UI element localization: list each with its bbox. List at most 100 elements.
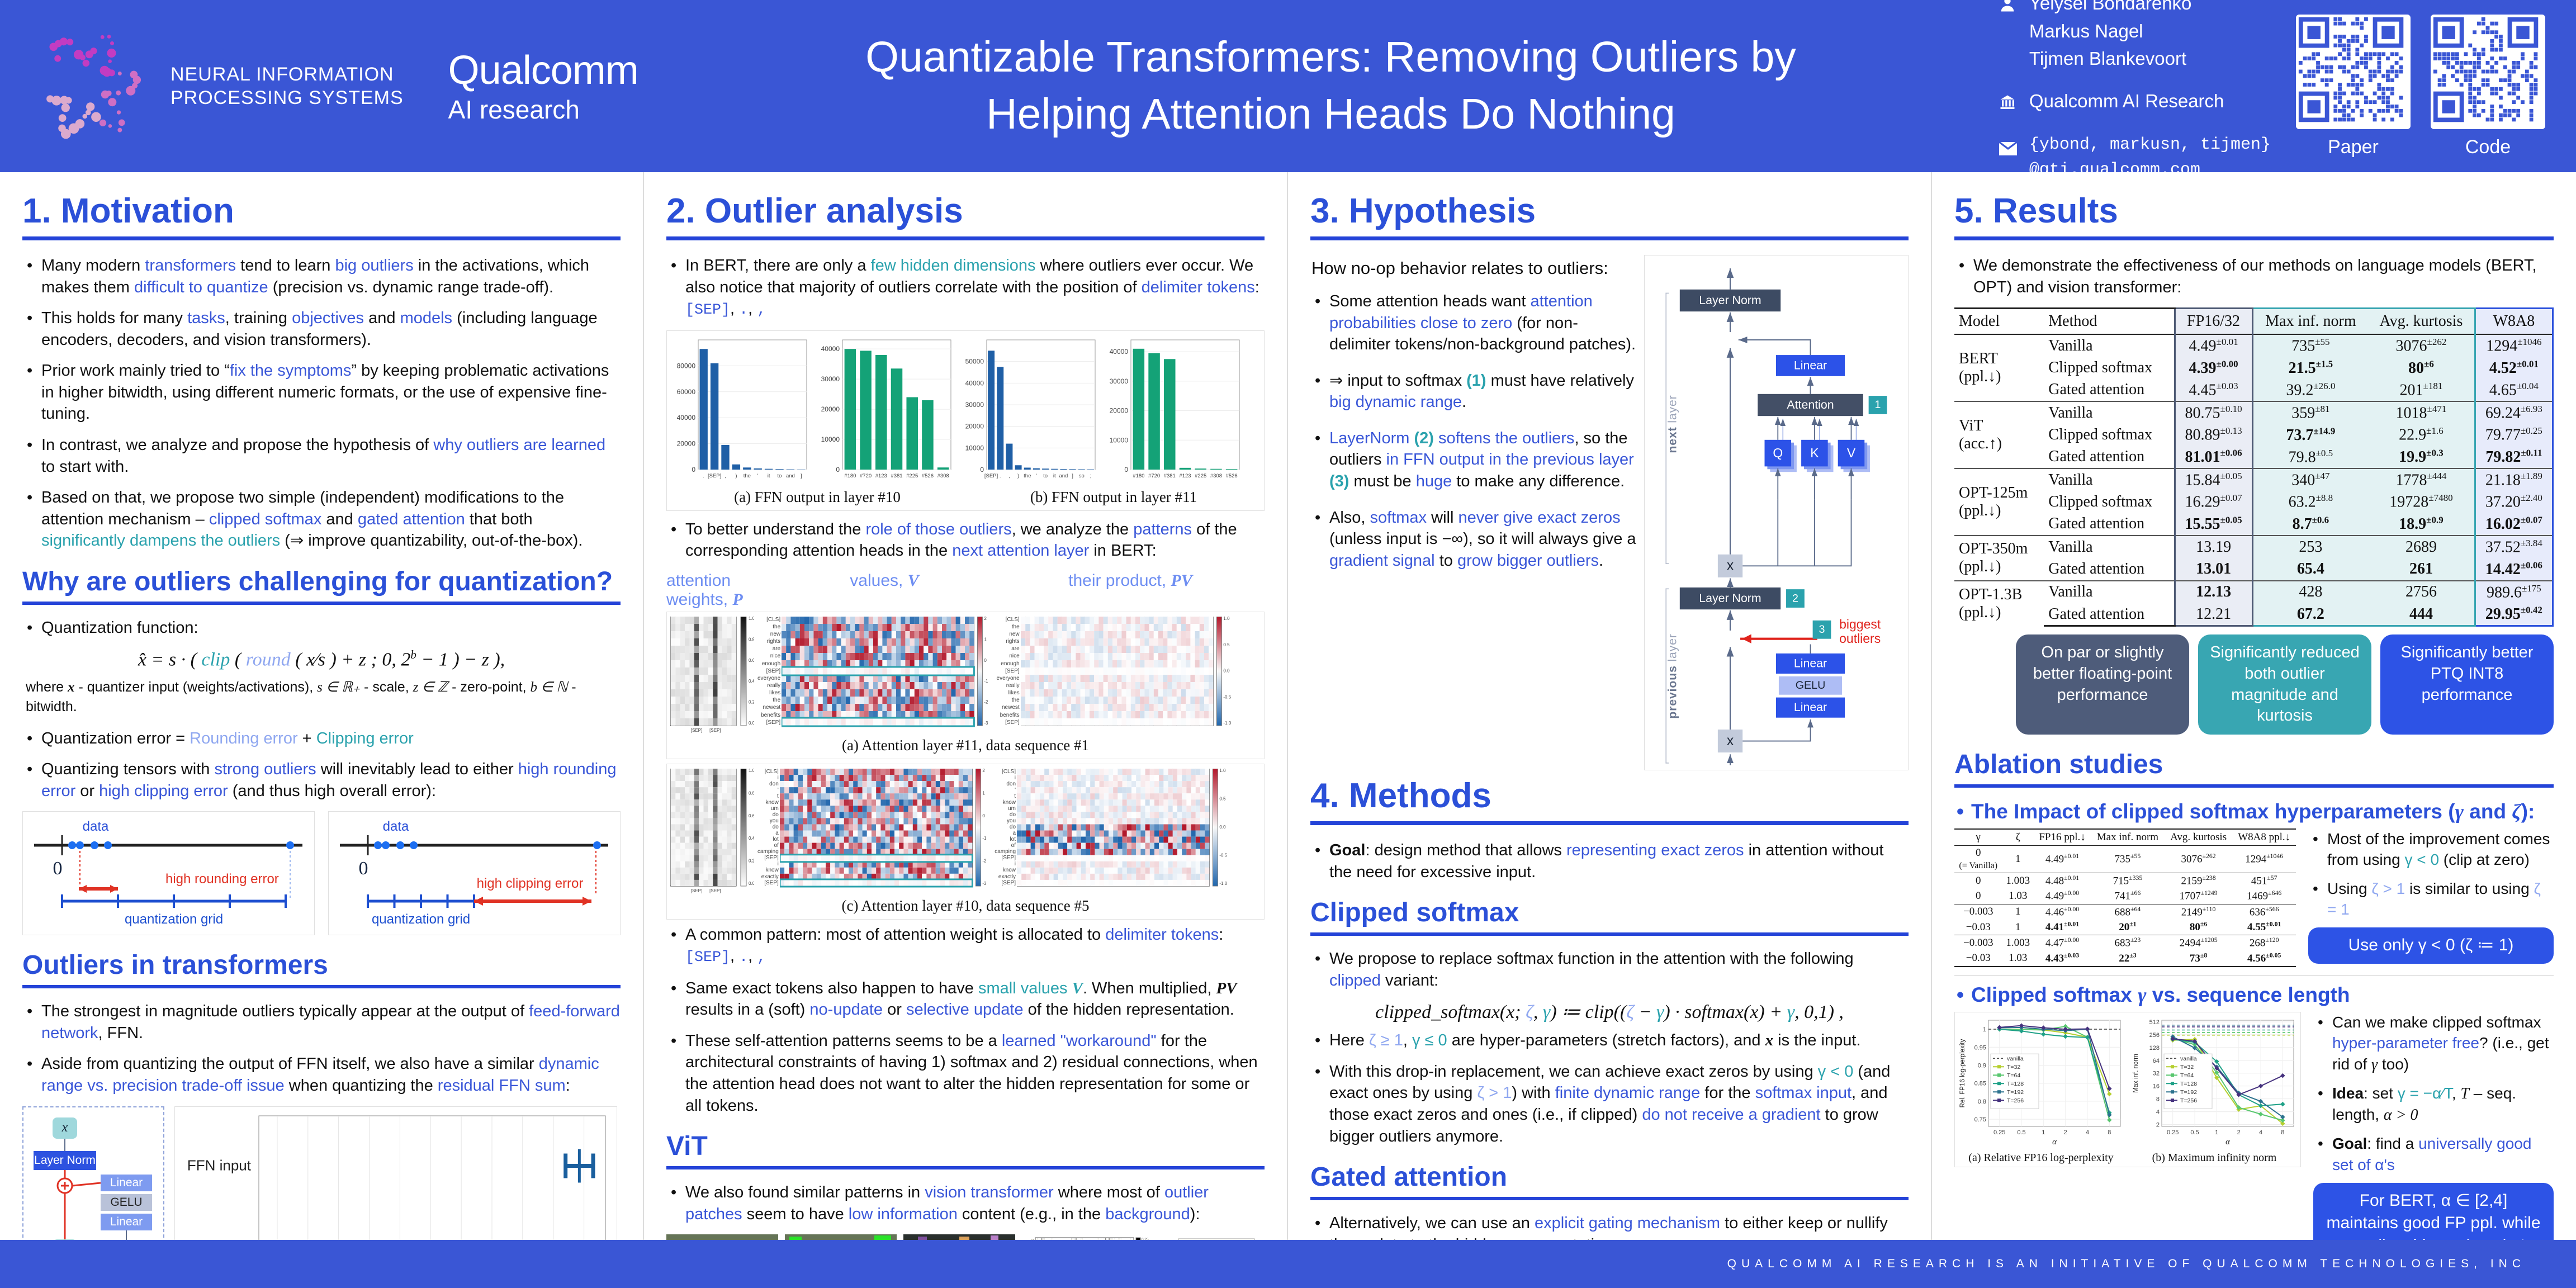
- subsection-clipped-softmax: Clipped softmax: [1310, 898, 1519, 928]
- svg-text:40000: 40000: [677, 414, 696, 422]
- svg-text:0.8: 0.8: [1978, 1098, 1986, 1105]
- svg-text:1.0: 1.0: [749, 617, 754, 621]
- svg-text:the: the: [744, 473, 751, 479]
- svg-text:128: 128: [2149, 1045, 2160, 1052]
- svg-text:2: 2: [2064, 1129, 2067, 1136]
- svg-text:it: it: [768, 473, 770, 479]
- column-outlier-analysis: 2. Outlier analysis In BERT, there are o…: [644, 172, 1288, 1240]
- svg-text:0.0: 0.0: [749, 881, 754, 886]
- svg-text:2: 2: [982, 769, 985, 773]
- logo-area: NEURAL INFORMATION PROCESSING SYSTEMS Qua…: [31, 22, 674, 150]
- svg-text:1: 1: [2215, 1129, 2218, 1136]
- svg-text:#381: #381: [1164, 473, 1176, 479]
- svg-text:8: 8: [2281, 1129, 2284, 1136]
- motivation-bullet: In contrast, we analyze and propose the …: [22, 434, 621, 477]
- rule: [22, 985, 621, 989]
- svg-text:Max inf. norm: Max inf. norm: [2133, 1054, 2139, 1093]
- svg-text:#720: #720: [860, 473, 872, 479]
- svg-text:40000: 40000: [965, 379, 984, 387]
- cs-bullet: Here ζ ≥ 1, γ ≤ 0 are hyper-parameters (…: [1310, 1030, 1909, 1052]
- svg-text:1.0: 1.0: [749, 769, 754, 773]
- svg-text:]: ]: [801, 473, 802, 479]
- ablation-heading-seqlen: Clipped softmax γ vs. sequence length: [1954, 983, 2554, 1007]
- svg-text:T=192: T=192: [2007, 1089, 2024, 1096]
- rule: [1310, 236, 1909, 240]
- qr-code-code: [2431, 14, 2545, 129]
- svg-text:0.9: 0.9: [1978, 1063, 1986, 1069]
- badge-ptq-int8: Significantly better PTQ INT8 performanc…: [2380, 634, 2554, 735]
- svg-text:so: so: [1079, 473, 1085, 479]
- svg-text:1: 1: [2042, 1129, 2045, 1136]
- header-meta: Yelysei Bondarenko Markus Nagel Tijmen Bla…: [1998, 0, 2545, 183]
- vit-cumattn-car: [903, 1234, 1015, 1240]
- figure-ffn-histograms: 0 20000 40000 60000 80000. [SEP],) the ' it to and…: [666, 330, 1265, 511]
- section-title-results: 5. Results: [1954, 192, 2118, 230]
- caption-attn-c: (c) Attention layer #10, data sequence #…: [841, 897, 1090, 914]
- analysis-bullet: A common pattern: most of attention weig…: [666, 924, 1265, 968]
- svg-text:0.85: 0.85: [1974, 1081, 1986, 1087]
- vit-outlier-patches-car: [785, 1234, 897, 1240]
- svg-text:0.8: 0.8: [749, 790, 754, 795]
- svg-text:10000: 10000: [965, 444, 984, 452]
- svg-text:0.4: 0.4: [749, 679, 754, 684]
- qr-paper-label: Paper: [2328, 136, 2379, 158]
- svg-text:20000: 20000: [965, 422, 984, 430]
- motivation-bullet: This holds for many tasks, training obje…: [22, 307, 621, 351]
- vit-input-image-car: [666, 1234, 778, 1240]
- footer: QUALCOMM AI RESEARCH IS AN INITIATIVE OF…: [0, 1240, 2576, 1288]
- svg-text:data: data: [383, 819, 409, 834]
- svg-text:vanilla: vanilla: [2007, 1055, 2024, 1062]
- svg-text:0.8: 0.8: [749, 637, 754, 642]
- svg-text:and: and: [1059, 473, 1068, 479]
- svg-text:0.25: 0.25: [1993, 1129, 2005, 1136]
- neurips-logo-icon: [46, 35, 141, 139]
- svg-text:.: .: [1000, 473, 1001, 479]
- svg-text:4: 4: [2156, 1109, 2160, 1116]
- svg-text:0.95: 0.95: [1974, 1044, 1986, 1051]
- neurips-logo-text: NEURAL INFORMATION PROCESSING SYSTEMS: [171, 63, 404, 109]
- badge-floating-point: On par or slightly better floating-point…: [2016, 634, 2189, 735]
- svg-text:0.5: 0.5: [2017, 1129, 2025, 1136]
- svg-text:α: α: [2052, 1138, 2057, 1147]
- svg-text:30000: 30000: [1110, 377, 1129, 385]
- svg-text:): ): [735, 473, 737, 479]
- envelope-icon: [1998, 132, 2019, 164]
- affiliation: Qualcomm AI Research: [1999, 87, 2271, 119]
- svg-text:2: 2: [2156, 1122, 2160, 1129]
- caption-ffn10: (a) FFN output in layer #10: [734, 488, 901, 505]
- svg-text:0.6: 0.6: [749, 658, 754, 663]
- rule: [22, 236, 621, 240]
- svg-text:[SEP]: [SEP]: [709, 888, 721, 893]
- chart-ffn11-tokens: 0 10000 20000 30000 40000 50000 [SEP].,) the ' to…: [965, 339, 1096, 479]
- svg-text:256: 256: [2149, 1032, 2160, 1039]
- section-title-hypothesis: 3. Hypothesis: [1310, 192, 1536, 230]
- column-hypothesis-methods: 3. Hypothesis How no-op behavior relates…: [1288, 172, 1932, 1240]
- chart-ffn10-dims: 0 10000 20000 30000 40000 #180 #720 #123 #381 #22…: [821, 339, 951, 479]
- column-results: 5. Results We demonstrate the effectiven…: [1932, 172, 2576, 1240]
- quantization-formula: x̂ = s · ( clip ( round ( x⁄s ) + z ; 0,…: [138, 648, 505, 670]
- svg-text:-1.0: -1.0: [1219, 881, 1227, 886]
- analysis-bullet: These self-attention patterns seems to b…: [666, 1030, 1265, 1116]
- rule: [1954, 236, 2554, 240]
- figure-attention-seq1: [SEP][SEP]1.00.80.60.40.20.0[CLS]thenewr…: [666, 611, 1265, 759]
- svg-text:4: 4: [2086, 1129, 2089, 1136]
- pill-bert-alpha: For BERT, α ∈ [2,4] maintains good FP pp…: [2313, 1182, 2554, 1240]
- poster-title: Quantizable Transformers: Removing Outli…: [865, 33, 1796, 138]
- svg-text:0.0: 0.0: [749, 721, 754, 726]
- qr-paper: Paper: [2296, 14, 2411, 158]
- institution-icon: [1999, 87, 2019, 119]
- vit-attention-weights-car: 025507510012515017502550751001251501750.…: [1031, 1237, 1149, 1240]
- svg-text:[SEP]: [SEP]: [691, 728, 702, 733]
- svg-text:and: and: [786, 473, 795, 479]
- authors: Yelysei Bondarenko Markus Nagel Tijmen Bla…: [1999, 0, 2271, 73]
- hypothesis-bullet: Also, softmax will never give exact zero…: [1310, 507, 1639, 572]
- svg-text:T=64: T=64: [2180, 1072, 2194, 1079]
- svg-text:T=128: T=128: [2180, 1081, 2197, 1087]
- svg-text:[SEP]: [SEP]: [691, 888, 702, 893]
- svg-text:0: 0: [984, 658, 987, 663]
- svg-text:#180: #180: [1133, 473, 1144, 479]
- svg-text:1: 1: [982, 790, 985, 795]
- results-bullet: We demonstrate the effectiveness of our …: [1954, 255, 2554, 298]
- ablation-table: γ ζ FP16 ppl.↓ Max inf. norm Avg. kurtosis W8…: [1954, 828, 2296, 968]
- svg-text:-1: -1: [984, 679, 989, 684]
